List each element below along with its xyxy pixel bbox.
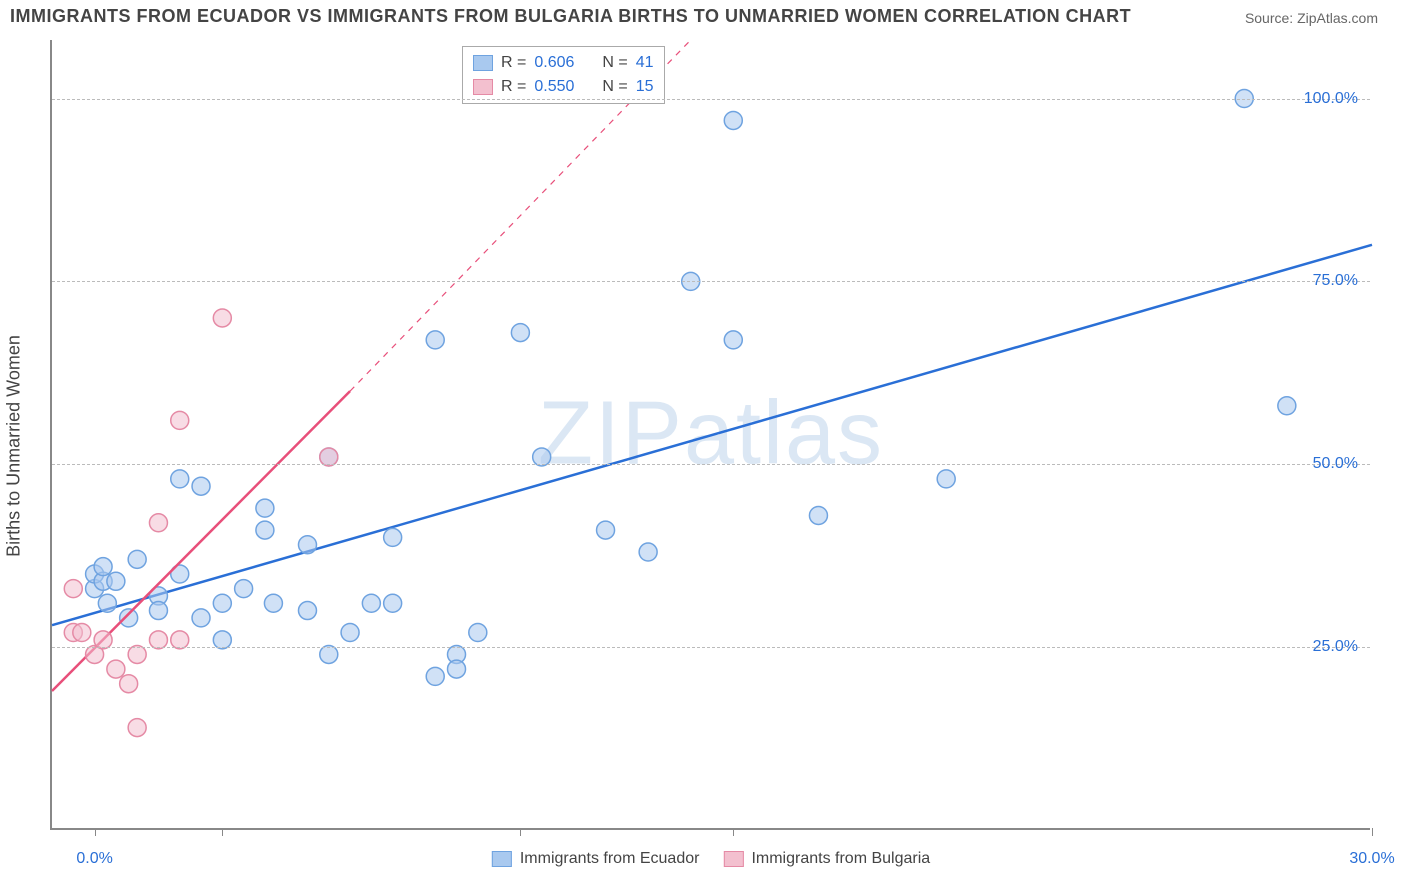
x-tick (222, 828, 223, 836)
grid-line (52, 281, 1370, 282)
series-legend: Immigrants from Ecuador Immigrants from … (492, 850, 930, 868)
legend-label: Immigrants from Ecuador (520, 850, 700, 868)
x-tick-label: 30.0% (1349, 850, 1394, 868)
r-label: R = (501, 54, 526, 72)
y-tick-label: 100.0% (1304, 90, 1358, 108)
x-tick-label: 0.0% (76, 850, 112, 868)
source-label: Source: ZipAtlas.com (1245, 10, 1378, 26)
n-label: N = (602, 54, 627, 72)
grid-line (52, 464, 1370, 465)
swatch-icon (723, 851, 743, 867)
legend-item-bulgaria: Immigrants from Bulgaria (723, 850, 930, 868)
swatch-icon (473, 55, 493, 71)
r-label: R = (501, 78, 526, 96)
legend-label: Immigrants from Bulgaria (751, 850, 930, 868)
x-tick (1372, 828, 1373, 836)
legend-row: R = 0.606 N = 41 (473, 51, 654, 75)
swatch-icon (492, 851, 512, 867)
r-value: 0.606 (534, 54, 574, 72)
y-tick-label: 50.0% (1313, 455, 1358, 473)
n-value: 41 (636, 54, 654, 72)
grid-line (52, 99, 1370, 100)
y-axis-label: Births to Unmarried Women (4, 335, 25, 557)
grid-line (52, 647, 1370, 648)
x-tick (520, 828, 521, 836)
correlation-legend: R = 0.606 N = 41 R = 0.550 N = 15 (462, 46, 665, 104)
y-tick-label: 25.0% (1313, 638, 1358, 656)
chart-title: IMMIGRANTS FROM ECUADOR VS IMMIGRANTS FR… (10, 6, 1131, 27)
n-label: N = (602, 78, 627, 96)
y-tick-label: 75.0% (1313, 272, 1358, 290)
x-tick (95, 828, 96, 836)
swatch-icon (473, 79, 493, 95)
plot-area: ZIPatlas R =0.606N =41R =0.550N =15 Immi… (50, 40, 1370, 830)
legend-item-ecuador: Immigrants from Ecuador (492, 850, 700, 868)
n-value: 15 (636, 78, 654, 96)
x-tick (733, 828, 734, 836)
legend-row: R = 0.550 N = 15 (473, 75, 654, 99)
chart-svg (52, 40, 1370, 828)
r-value: 0.550 (534, 78, 574, 96)
